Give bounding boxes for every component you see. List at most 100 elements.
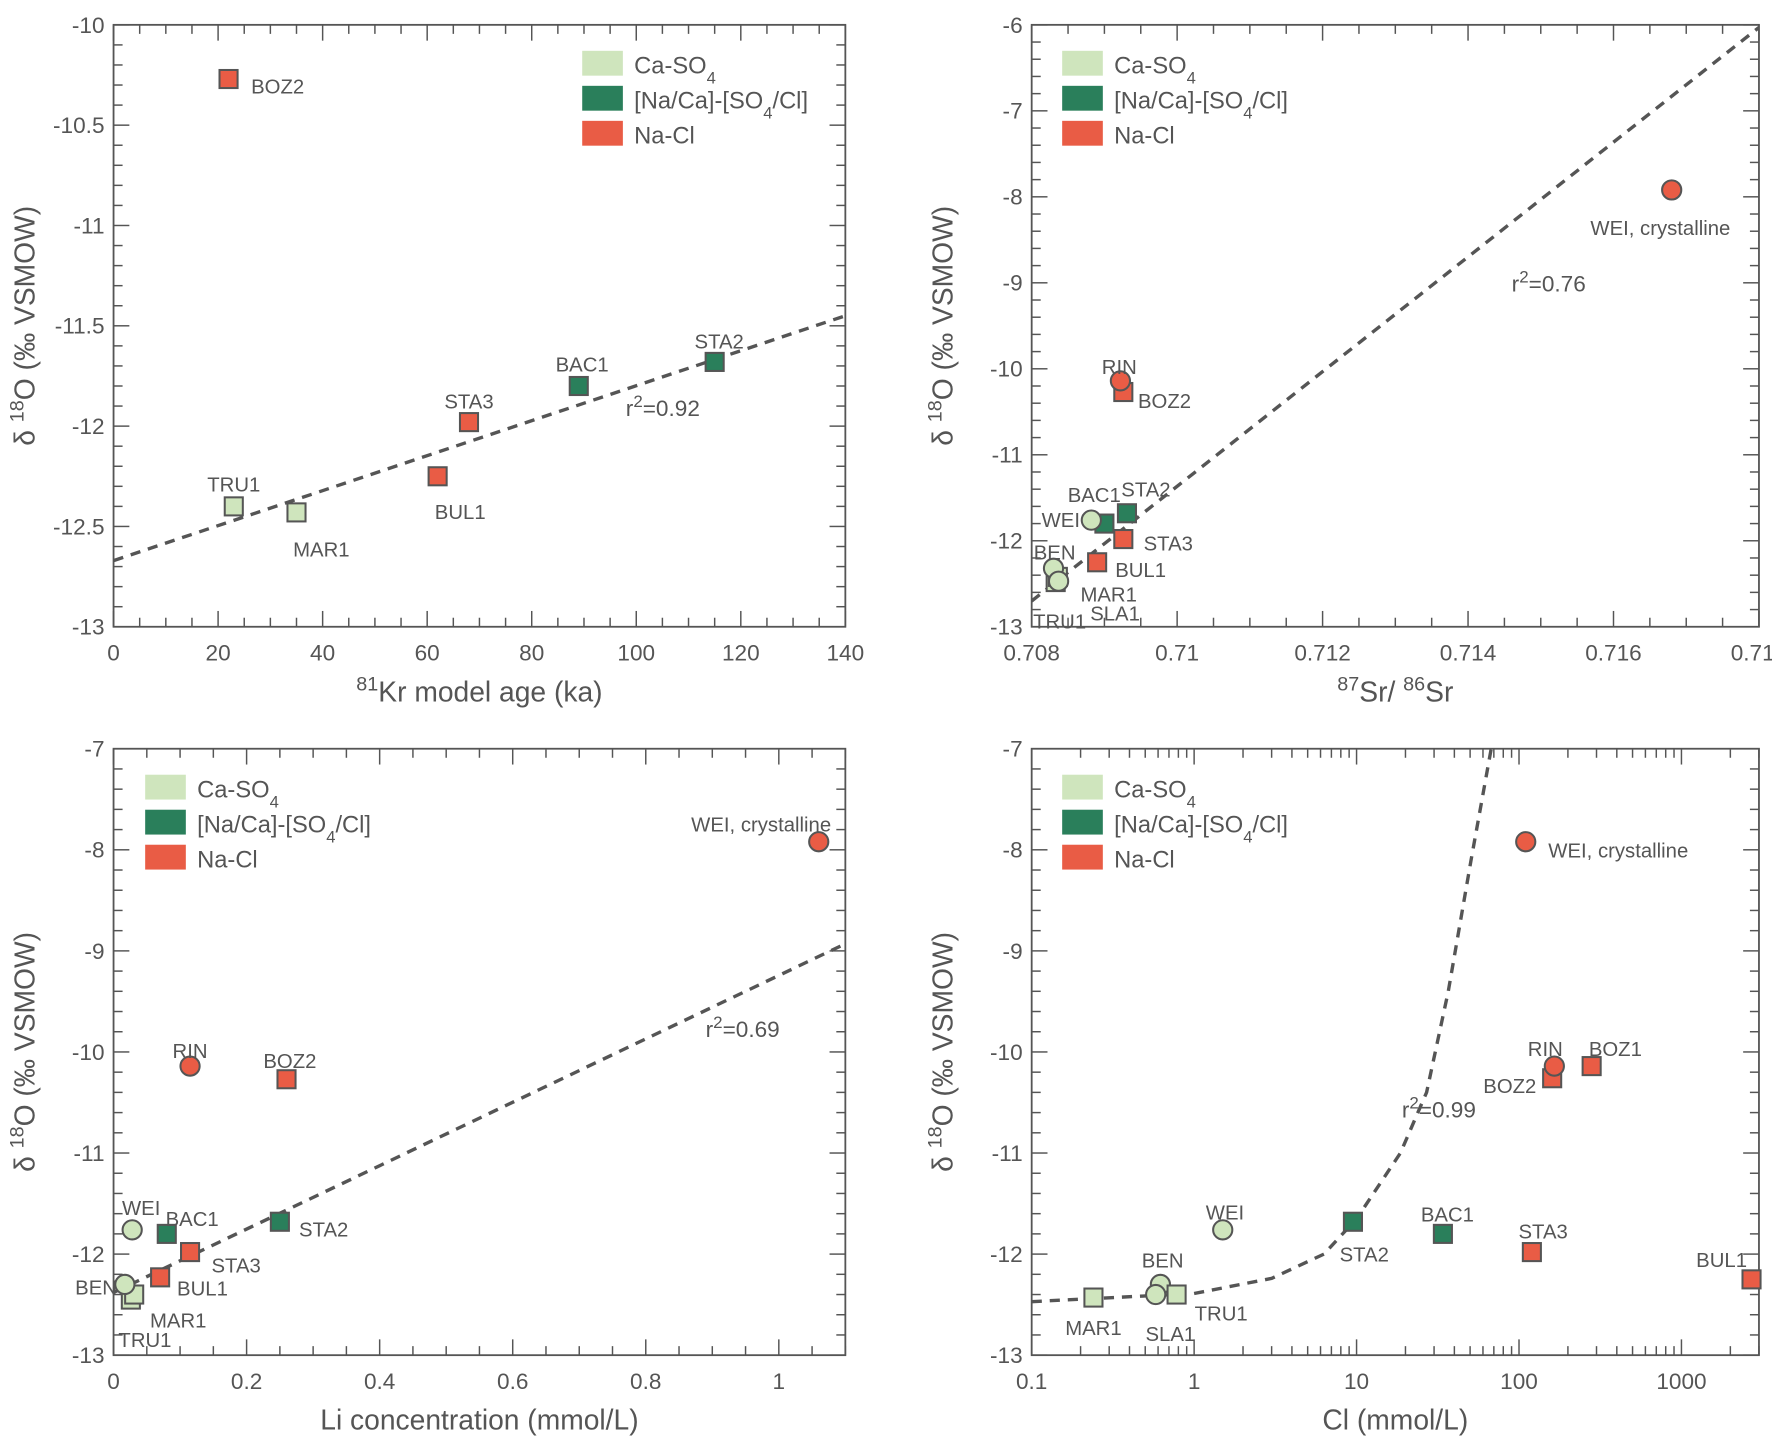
x-tick-label: 1000	[1656, 1369, 1706, 1394]
data-point-label: MAR1	[150, 1310, 206, 1332]
y-axis-label: δ 18O (‰ VSMOW)	[7, 932, 41, 1172]
text-part: /Cl]	[335, 812, 371, 838]
r-squared-annotation: r2=0.69	[706, 1012, 780, 1041]
annotation-part: 2	[1519, 267, 1528, 286]
data-point-square	[1083, 1287, 1104, 1308]
data-point-label: RIN	[1102, 357, 1137, 379]
annotation-part: =0.92	[643, 396, 700, 421]
text-part: 4	[1187, 792, 1196, 811]
y-tick-label: -12	[72, 1242, 105, 1267]
data-point-circle	[1661, 179, 1683, 201]
legend-swatch	[145, 774, 186, 800]
y-tick-label: -11	[74, 1141, 105, 1166]
data-point-label: BOZ2	[1138, 391, 1191, 413]
text-part: 4	[707, 68, 716, 87]
text-part: δ	[9, 1148, 41, 1172]
chart-panel-1: 0 20 40 60 80 100 120 140 -13 -12.5 -12 -11.5 -11 -10…	[6, 13, 864, 708]
text-part: Na-Cl	[1114, 847, 1175, 873]
text-part: 18	[7, 1126, 29, 1148]
x-tick-label: 0.6	[497, 1369, 528, 1394]
data-point-square	[1342, 1211, 1363, 1232]
chart-panel-3: 0 0.2 0.4 0.6 0.8 1 -13 -12 -11 -10 -9 -8 -7 Li conce…	[7, 737, 847, 1436]
y-tick-label: -6	[1003, 13, 1023, 38]
text-part: 87	[1337, 673, 1359, 695]
y-tick-label: -10.5	[53, 113, 104, 138]
data-point-label: BUL1	[1115, 560, 1166, 582]
data-point-label: SLA1	[1146, 1324, 1196, 1346]
x-tick-label: 1	[1188, 1369, 1201, 1394]
text-part: [Na/Ca]-[SO	[634, 88, 763, 114]
y-axis-label: δ 18O (‰ VSMOW)	[925, 932, 959, 1172]
x-tick-label: 80	[519, 641, 544, 666]
data-point-label: WEI	[1042, 510, 1080, 532]
text-part: δ	[927, 1148, 959, 1172]
data-point-square	[218, 68, 239, 90]
data-point-square	[156, 1223, 177, 1244]
x-axis-label: Cl (mmol/L)	[1322, 1404, 1468, 1436]
ticks	[1030, 24, 1760, 628]
data-point-square	[458, 412, 480, 433]
x-tick-label: 60	[415, 641, 440, 666]
y-axis-label: δ 18O (‰ VSMOW)	[925, 206, 959, 446]
chart-panel-2: 0.708 0.71 0.712 0.714 0.716 0.718 -13 -12 -11 -1…	[925, 13, 1772, 708]
data-point-circle	[1145, 1283, 1167, 1306]
annotation-part: r	[1402, 1098, 1410, 1123]
data-point-label: BAC1	[556, 354, 609, 376]
annotation-part: 2	[713, 1012, 722, 1031]
data-point-square	[427, 466, 448, 487]
r-squared-annotation: r2=0.92	[626, 392, 700, 422]
data-point-circle	[179, 1055, 201, 1077]
text-part: /Cl]	[1252, 88, 1288, 114]
data-point-label: RIN	[173, 1041, 208, 1063]
data-point-square	[286, 502, 307, 523]
data-point-label: STA2	[299, 1219, 348, 1241]
text-part: O (‰ VSMOW)	[927, 932, 959, 1126]
data-point-label: BAC1	[1068, 485, 1121, 507]
legend-swatch	[145, 844, 186, 870]
text-part: Na-Cl	[1114, 123, 1175, 149]
text-part: Ca-SO	[1114, 53, 1186, 79]
data-point-square	[1521, 1242, 1542, 1263]
data-point-label: WEI, crystalline	[1590, 218, 1730, 240]
legend-label: Ca-SO4	[1114, 53, 1196, 86]
x-tick-label: 0.712	[1294, 641, 1351, 666]
data-point-square	[1432, 1223, 1453, 1244]
text-part: Sr	[1425, 675, 1453, 707]
text-part: 4	[1243, 103, 1252, 122]
y-tick-label: -13	[72, 1343, 105, 1368]
y-tick-label: -10	[990, 357, 1023, 382]
annotation-part: 2	[1409, 1093, 1418, 1112]
data-point-square	[276, 1069, 297, 1090]
y-tick-label: -11	[992, 443, 1023, 468]
legend-label: Na-Cl	[197, 847, 258, 873]
data-point-label: TRU1	[1033, 611, 1086, 633]
x-tick-label: 0.714	[1440, 641, 1497, 666]
text-part: 4	[326, 827, 335, 846]
x-tick-label: 120	[722, 641, 760, 666]
data-point-label: BOZ2	[251, 77, 304, 99]
y-tick-label: -10	[72, 1040, 105, 1065]
data-point-label: BEN	[1034, 542, 1076, 564]
data-point-circle	[808, 831, 830, 853]
data-point-label: MAR1	[293, 539, 349, 561]
x-tick-label: 20	[206, 641, 231, 666]
legend-label: Na-Cl	[634, 123, 695, 149]
data-point-label: WEI	[1206, 1203, 1244, 1225]
data-point-circle	[1109, 370, 1132, 392]
data-point-label: TRU1	[1195, 1304, 1248, 1326]
legend-swatch	[1062, 120, 1103, 146]
data-point-label: BOZ2	[1483, 1076, 1536, 1098]
y-tick-label: -12	[990, 529, 1023, 554]
x-axis-label: 87Sr/ 86Sr	[1337, 673, 1453, 707]
data-point-square	[568, 375, 589, 397]
data-point-square	[1113, 529, 1134, 550]
x-tick-label: 40	[310, 641, 335, 666]
data-point-label: TRU1	[118, 1330, 171, 1352]
text-part: 86	[1403, 673, 1425, 695]
y-tick-label: -13	[990, 615, 1023, 640]
legend-swatch	[582, 85, 623, 111]
data-point-label: MAR1	[1080, 585, 1136, 607]
data-point-label: BUL1	[1696, 1250, 1747, 1272]
ticks	[1030, 747, 1760, 1356]
r-squared-annotation: r2=0.76	[1512, 267, 1586, 296]
